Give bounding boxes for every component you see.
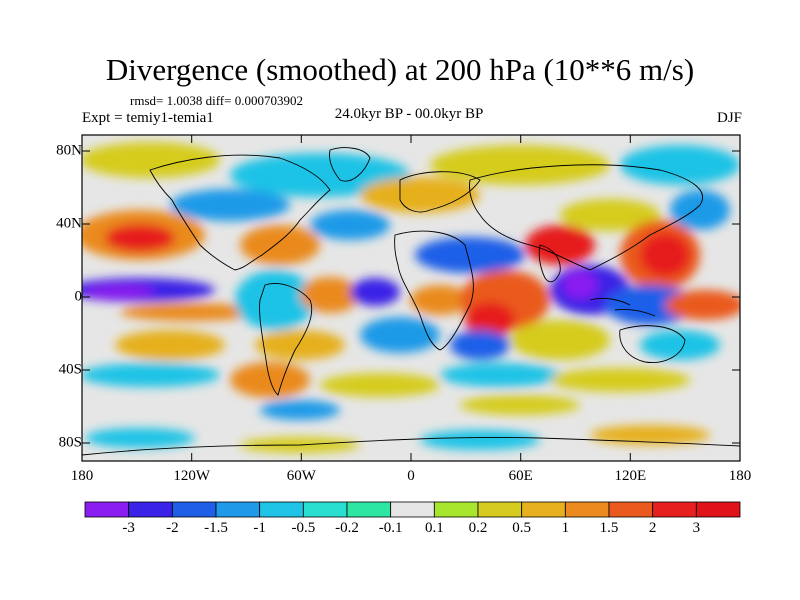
colorbar-swatch — [695, 501, 741, 518]
colorbar-label: -3 — [122, 520, 135, 536]
colorbar-label: -0.2 — [335, 520, 359, 536]
lat-ticks — [82, 150, 740, 444]
stats-text: rmsd= 1.0038 diff= 0.000703902 — [130, 93, 303, 108]
period-label: 24.0kyr BP - 00.0kyr BP — [334, 106, 484, 122]
colorbar-label: -0.5 — [291, 520, 316, 536]
colorbar-label: -2 — [166, 520, 179, 536]
coastlines — [82, 147, 740, 456]
lon-label: 120W — [173, 468, 211, 484]
season-label: DJF — [716, 110, 742, 126]
colorbar-label: 3 — [692, 520, 701, 536]
lon-ticks — [81, 135, 741, 461]
colorbar-label: 1 — [561, 520, 570, 536]
colorbar-label: 1.5 — [599, 520, 619, 536]
lon-label: 60E — [508, 468, 533, 484]
colorbar-label: 0.5 — [512, 520, 532, 536]
colorbar-swatch — [608, 501, 654, 518]
colorbar-swatch — [521, 501, 566, 518]
colorbar-label: -1.5 — [204, 520, 228, 536]
colorbar-label: 2 — [648, 520, 657, 536]
colorbar-swatch — [128, 501, 173, 518]
divergence-field — [82, 135, 740, 461]
lat-label: 80N — [56, 142, 82, 159]
colorbar — [84, 501, 741, 518]
colorbar-swatch — [477, 501, 523, 518]
lon-label: 180 — [70, 468, 94, 484]
colorbar-swatch — [564, 501, 610, 518]
lat-label: 0 — [74, 288, 83, 305]
colorbar-swatch — [433, 501, 479, 518]
lon-label: 60W — [286, 468, 316, 484]
colorbar-swatch — [346, 501, 392, 518]
colorbar-swatch — [302, 501, 348, 518]
colorbar-label: -0.1 — [378, 520, 403, 536]
lon-label: 0 — [407, 468, 415, 484]
lat-label: 80S — [58, 434, 82, 451]
colorbar-label: 0.1 — [424, 520, 444, 536]
map-title: Divergence (smoothed) at 200 hPa (10**6 … — [105, 52, 695, 87]
colorbar-swatch — [84, 501, 130, 518]
lat-label: 40N — [56, 215, 82, 232]
colorbar-swatch — [390, 501, 435, 518]
experiment-label: Expt = temiy1-temia1 — [82, 110, 214, 126]
colorbar-swatch — [171, 501, 217, 518]
lat-label: 40S — [58, 361, 82, 378]
colorbar-swatch — [259, 501, 304, 518]
lon-label: 180 — [728, 468, 752, 484]
lon-label: 120E — [614, 468, 647, 484]
colorbar-label: -1 — [253, 520, 266, 536]
colorbar-label: 0.2 — [468, 520, 488, 536]
colorbar-swatch — [215, 501, 261, 518]
colorbar-swatch — [652, 501, 697, 518]
